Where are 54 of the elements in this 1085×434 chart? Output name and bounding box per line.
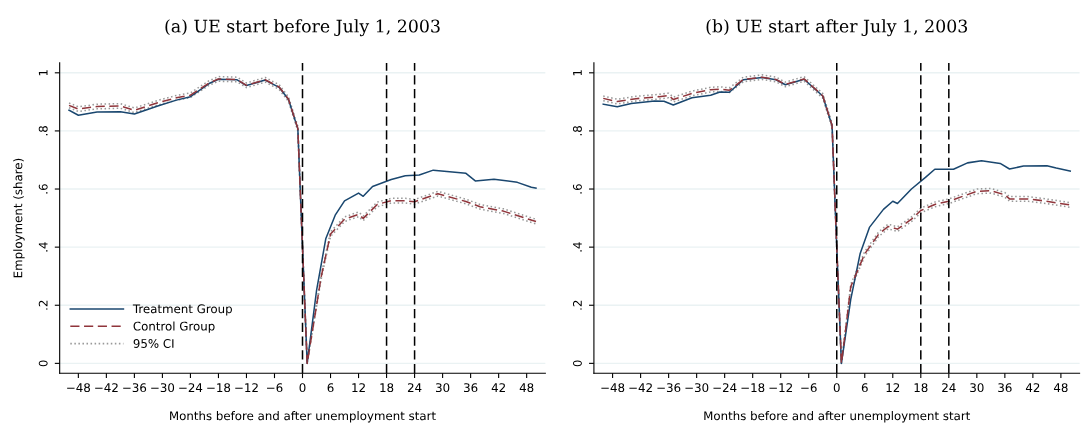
legend-label: Control Group — [133, 321, 215, 333]
chart-title: (a) UE start before July 1, 2003 — [165, 19, 440, 37]
x-tick-label: −36 — [123, 383, 147, 393]
legend-label: Treatment Group — [132, 304, 232, 316]
x-tick-label: 42 — [1025, 383, 1040, 392]
x-axis-title: Months before and after unemployment start — [704, 411, 971, 423]
y-tick-label: .6 — [38, 184, 48, 194]
x-tick-label: 24 — [942, 383, 956, 392]
x-tick-label: −18 — [207, 383, 231, 393]
legend-label: 95% CI — [133, 338, 174, 348]
x-tick-label: −30 — [685, 383, 709, 393]
y-tick-label: .6 — [572, 184, 582, 194]
x-tick-label: −30 — [151, 383, 175, 393]
x-tick-label: −42 — [95, 383, 118, 392]
x-tick-label: 0 — [299, 383, 306, 393]
x-tick-label: 18 — [914, 383, 928, 393]
y-tick-label: .8 — [572, 126, 582, 136]
x-tick-label: 0 — [833, 383, 840, 393]
x-tick-label: 6 — [327, 383, 334, 393]
x-tick-label: 42 — [491, 383, 505, 392]
x-tick-label: −18 — [741, 383, 765, 393]
x-tick-label: −6 — [267, 383, 283, 393]
y-tick-label: .8 — [38, 126, 48, 136]
x-tick-label: 48 — [1053, 383, 1068, 393]
x-tick-label: −36 — [657, 383, 681, 393]
x-tick-label: 30 — [435, 383, 450, 393]
x-tick-label: −42 — [629, 383, 652, 392]
chart-title: (b) UE start after July 1, 2003 — [706, 19, 968, 37]
y-tick-label: 0 — [38, 360, 48, 367]
x-tick-label: 6 — [861, 383, 868, 393]
x-tick-label: 12 — [352, 383, 365, 392]
y-tick-label: 0 — [572, 360, 582, 367]
y-tick-label: 1 — [573, 70, 582, 76]
y-tick-label: .2 — [572, 300, 582, 310]
x-tick-label: 12 — [886, 383, 900, 392]
x-tick-label: 30 — [970, 383, 984, 393]
y-tick-label: .4 — [573, 242, 582, 252]
y-tick-label: .4 — [38, 242, 48, 252]
x-tick-label: −12 — [235, 383, 258, 392]
y-axis-title: Employment (share) — [13, 158, 25, 278]
x-tick-label: 48 — [519, 383, 534, 393]
x-tick-label: −24 — [713, 383, 737, 392]
x-tick-label: 24 — [407, 383, 422, 392]
x-tick-label: 18 — [380, 383, 394, 393]
x-tick-label: −48 — [601, 383, 625, 393]
x-tick-label: 36 — [464, 383, 478, 393]
y-tick-label: 1 — [38, 70, 48, 76]
x-tick-label: −24 — [179, 383, 203, 392]
x-tick-label: −12 — [769, 383, 792, 392]
x-tick-label: −48 — [67, 383, 90, 393]
x-tick-label: −6 — [801, 383, 817, 393]
y-tick-label: .2 — [38, 300, 48, 310]
x-tick-label: 36 — [998, 383, 1012, 393]
x-axis-title: Months before and after unemployment start — [170, 411, 436, 423]
